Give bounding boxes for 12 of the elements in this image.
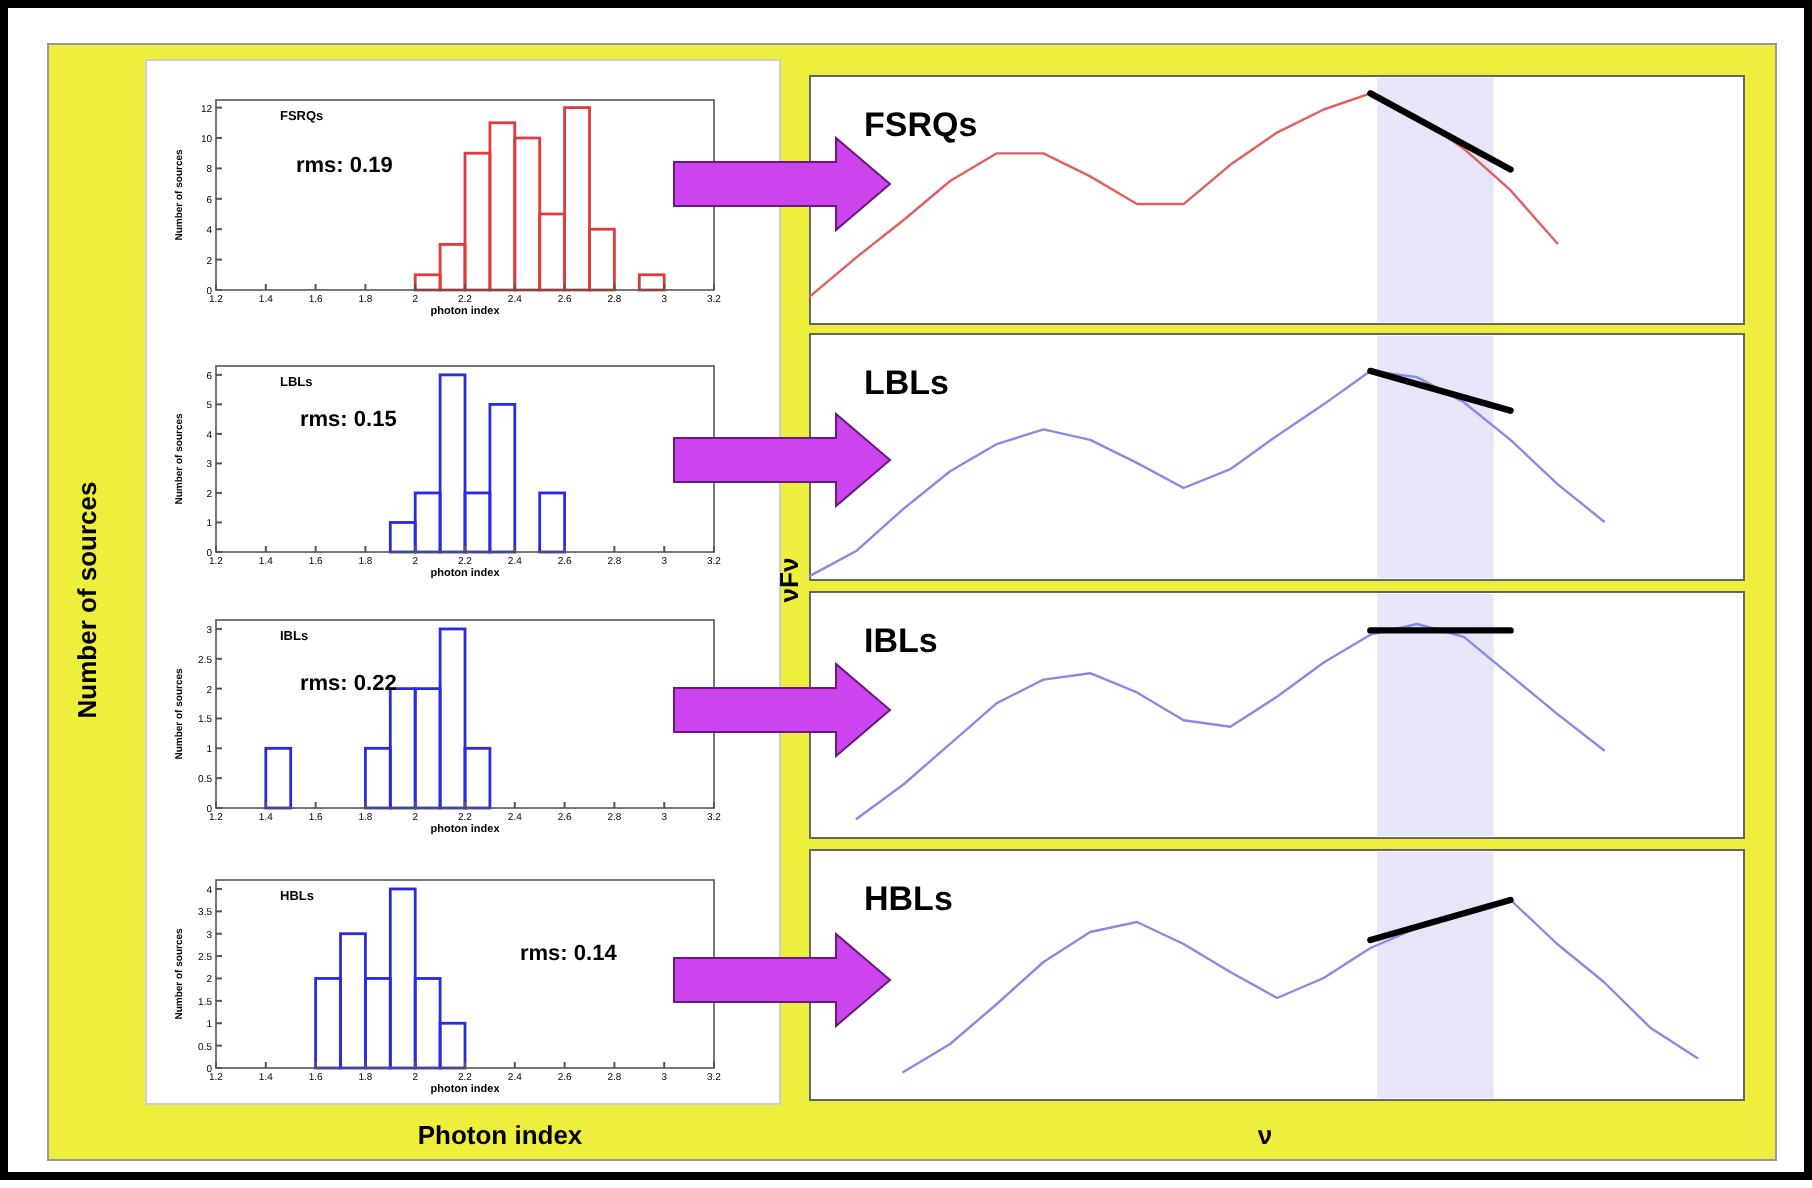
annotation: rms: 0.19 — [296, 154, 393, 178]
x-axis-title: ν — [1257, 1120, 1273, 1150]
text: Photon index — [417, 1120, 584, 1150]
y-axis-title: νFν — [774, 557, 804, 603]
annotation: rms: 0.14 — [520, 942, 619, 966]
chart-title: HBLs — [864, 880, 953, 918]
text: Number of sources — [72, 481, 102, 719]
annotation: rms: 0.15 — [300, 408, 397, 432]
chart-title: FSRQs — [864, 106, 978, 144]
chart-title: IBLs — [864, 622, 938, 660]
chart-title: LBLs — [864, 364, 949, 402]
annotation: rms: 0.22 — [300, 672, 397, 696]
